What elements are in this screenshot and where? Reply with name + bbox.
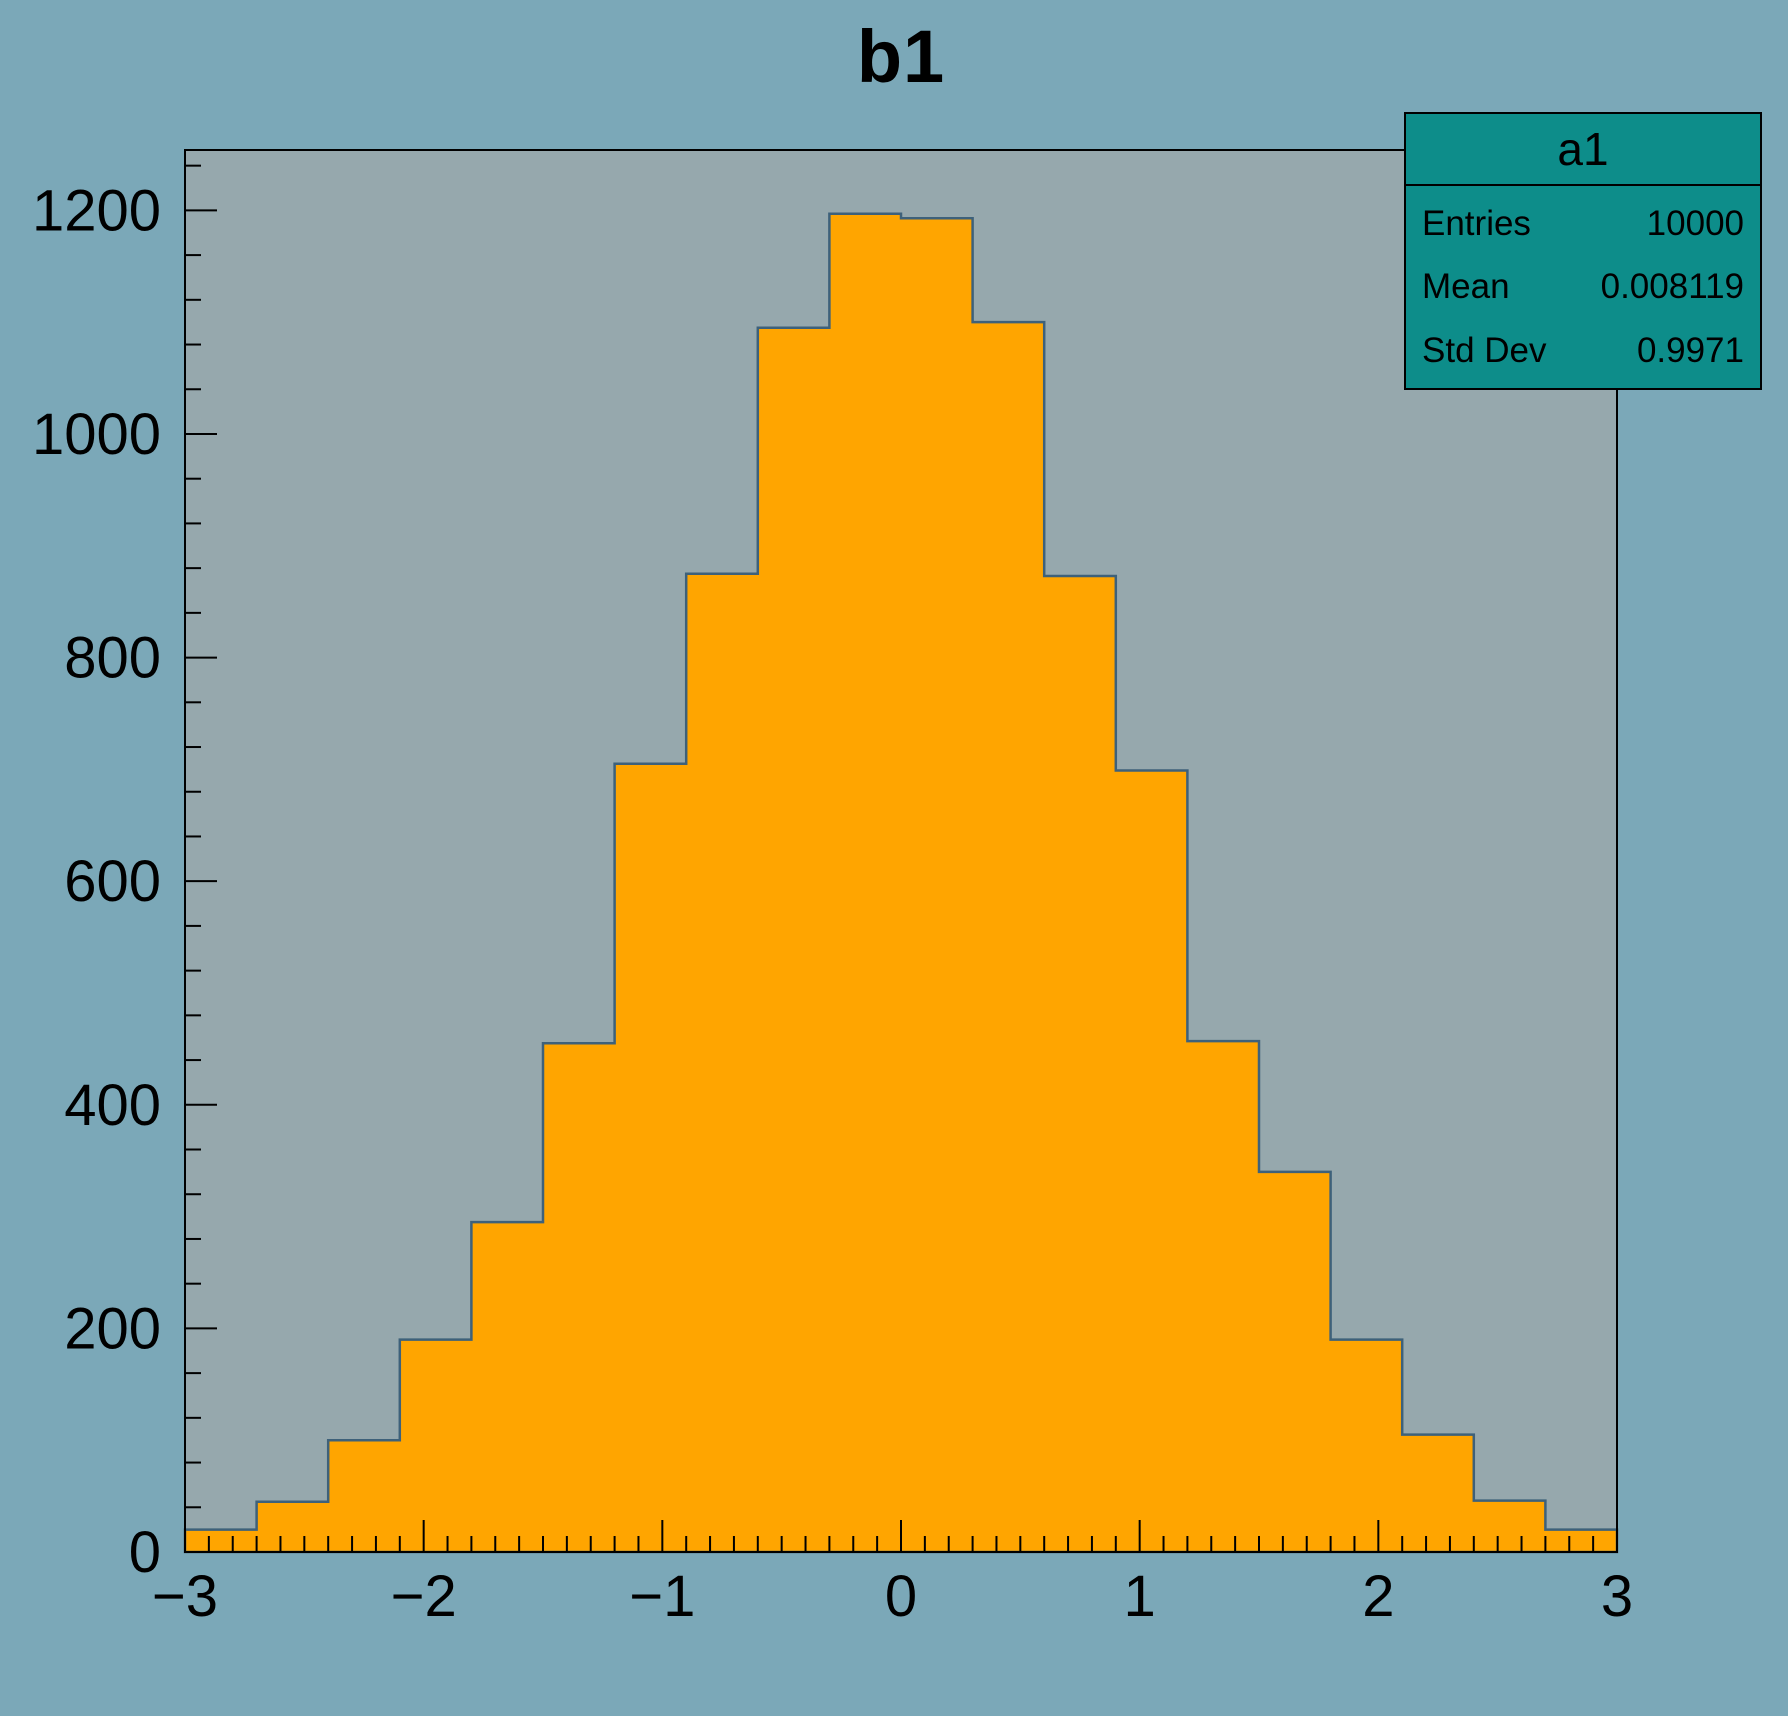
- svg-text:−1: −1: [629, 1564, 695, 1629]
- stats-row-entries: Entries 10000: [1422, 206, 1744, 241]
- svg-text:−3: −3: [152, 1564, 218, 1629]
- y-axis-minor-ticks: [185, 164, 201, 1509]
- stats-label: Entries: [1422, 204, 1531, 244]
- x-axis-tick-labels: −3 −2 −1 0 1 2 3: [152, 1564, 1633, 1629]
- chart-title: b1: [856, 15, 946, 98]
- stats-value: 10000: [1646, 204, 1744, 244]
- svg-text:200: 200: [64, 1296, 161, 1361]
- svg-text:800: 800: [64, 626, 161, 691]
- svg-text:0: 0: [129, 1520, 161, 1585]
- stats-value: 0.008119: [1600, 267, 1744, 307]
- stats-value: 0.9971: [1636, 330, 1744, 370]
- svg-text:3: 3: [1601, 1564, 1633, 1629]
- stats-box-title: a1: [1406, 114, 1760, 186]
- plot-frame-border: [184, 149, 1618, 1553]
- y-axis-tick-labels: 0 200 400 600 800 1000 1200: [32, 178, 161, 1585]
- svg-text:−2: −2: [391, 1564, 457, 1629]
- stats-row-stddev: Std Dev 0.9971: [1422, 333, 1744, 368]
- stats-label: Std Dev: [1422, 330, 1547, 370]
- stats-label: Mean: [1422, 267, 1510, 307]
- svg-text:1200: 1200: [32, 178, 161, 243]
- stats-row-mean: Mean 0.008119: [1422, 269, 1744, 304]
- histogram-bars: [183, 212, 1619, 1554]
- x-axis-minor-ticks: [207, 1536, 1595, 1552]
- stats-box-body: Entries 10000 Mean 0.008119 Std Dev 0.99…: [1406, 186, 1760, 388]
- svg-text:400: 400: [64, 1073, 161, 1138]
- svg-text:2: 2: [1362, 1564, 1394, 1629]
- stats-box: a1 Entries 10000 Mean 0.008119 Std Dev 0…: [1404, 112, 1762, 390]
- svg-text:1000: 1000: [32, 402, 161, 467]
- svg-text:600: 600: [64, 849, 161, 914]
- svg-text:1: 1: [1124, 1564, 1156, 1629]
- svg-text:0: 0: [885, 1564, 917, 1629]
